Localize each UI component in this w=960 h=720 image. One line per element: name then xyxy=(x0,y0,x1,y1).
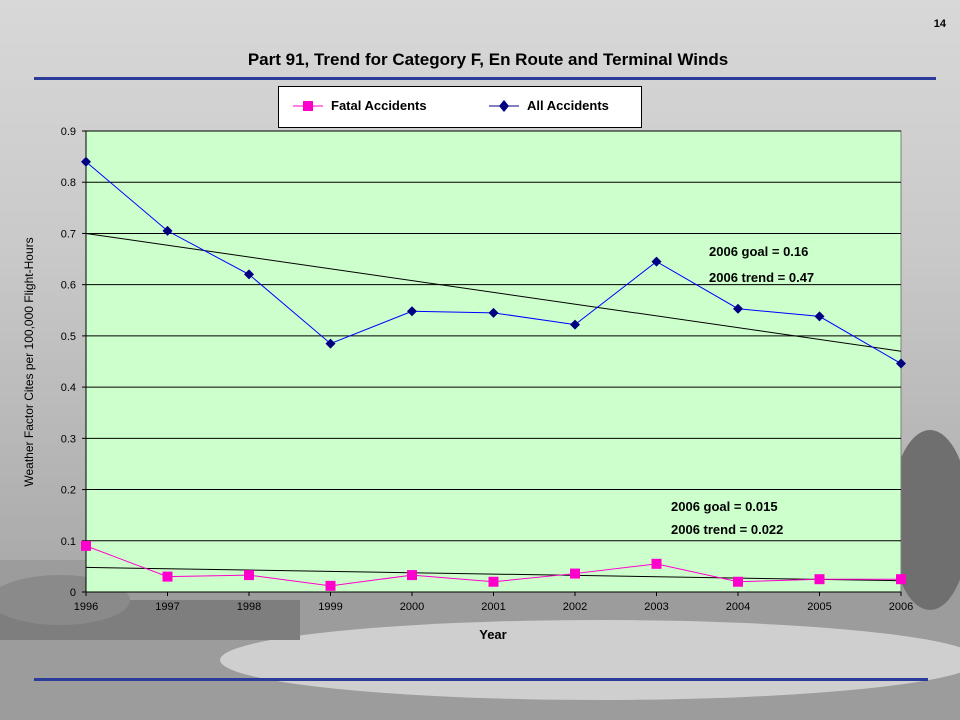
x-axis-ticks: 1996 1997 1998 1999 2000 2001 2002 2003 2004 2005… xyxy=(74,592,913,613)
x-tick-label: 2005 xyxy=(807,601,831,613)
y-tick-label: 0.8 xyxy=(61,177,76,189)
x-tick-label: 1997 xyxy=(155,601,179,613)
fatal-accidents-annotation: 2006 goal = 0.015 2006 trend = 0.022 xyxy=(671,499,783,537)
trend-line xyxy=(85,232,902,352)
grid-lines xyxy=(86,130,901,542)
x-tick-label: 1996 xyxy=(74,601,98,613)
legend: Fatal Accidents All Accidents xyxy=(278,86,642,128)
data-point xyxy=(733,303,743,314)
data-point xyxy=(488,307,499,318)
diamond-marker-icon xyxy=(489,100,519,112)
data-point xyxy=(325,338,336,349)
data-point xyxy=(814,574,825,585)
fatal-goal-label: 2006 goal = 0.015 xyxy=(671,499,778,514)
data-point xyxy=(896,574,906,585)
x-tick-label: 2004 xyxy=(726,601,750,613)
x-tick-label: 1998 xyxy=(237,601,261,613)
plot-area xyxy=(85,130,902,593)
fatal-trend-label: 2006 trend = 0.022 xyxy=(671,522,783,537)
data-point xyxy=(570,568,580,579)
page-number: 14 xyxy=(933,18,946,30)
data-point xyxy=(488,576,499,587)
x-tick-label: 2002 xyxy=(563,601,587,613)
x-tick-label: 2006 xyxy=(889,601,913,613)
y-tick-label: 0.7 xyxy=(61,228,76,240)
legend-label-fatal: Fatal Accidents xyxy=(331,97,427,113)
data-point xyxy=(81,156,91,167)
x-tick-label: 2000 xyxy=(400,601,424,613)
data-point xyxy=(814,311,825,322)
data-point xyxy=(570,319,580,330)
square-marker-icon xyxy=(293,101,323,111)
data-point xyxy=(407,570,417,581)
data-point xyxy=(162,225,173,236)
data-point xyxy=(651,558,662,569)
x-tick-label: 1999 xyxy=(318,601,342,613)
all-goal-label: 2006 goal = 0.16 xyxy=(709,244,808,259)
top-divider xyxy=(34,77,936,80)
all-trend-label: 2006 trend = 0.47 xyxy=(709,270,814,285)
y-tick-label: 0.1 xyxy=(61,536,76,548)
trend-line xyxy=(85,566,902,582)
data-point xyxy=(81,540,91,551)
data-point xyxy=(244,269,254,280)
x-tick-label: 2003 xyxy=(644,601,668,613)
y-axis-title: Weather Factor Cites per 100,000 Flight-… xyxy=(22,237,36,486)
legend-label-all: All Accidents xyxy=(527,97,609,113)
y-tick-label: 0.9 xyxy=(61,126,76,138)
legend-item-fatal-accidents: Fatal Accidents xyxy=(291,96,427,114)
trend-lines xyxy=(85,232,902,582)
data-point xyxy=(651,256,662,267)
x-tick-label: 2001 xyxy=(481,601,505,613)
data-point xyxy=(244,570,254,581)
legend-item-all-accidents: All Accidents xyxy=(487,96,609,114)
y-tick-label: 0.4 xyxy=(61,382,76,394)
data-point xyxy=(733,576,743,587)
y-axis-ticks: 0 0.1 0.2 0.3 0.4 0.5 0.6 0.7 0.8 0.9 xyxy=(61,126,901,599)
bottom-divider xyxy=(34,678,928,681)
data-series xyxy=(81,156,906,591)
y-tick-label: 0 xyxy=(70,587,76,599)
y-tick-label: 0.2 xyxy=(61,485,76,497)
y-tick-label: 0.5 xyxy=(61,331,76,343)
data-point xyxy=(325,580,336,591)
chart-title: Part 91, Trend for Category F, En Route … xyxy=(247,50,729,69)
y-tick-label: 0.6 xyxy=(61,280,76,292)
y-tick-label: 0.3 xyxy=(61,433,76,445)
data-point xyxy=(162,571,173,582)
x-axis-title: Year xyxy=(479,627,506,642)
all-accidents-annotation: 2006 goal = 0.16 2006 trend = 0.47 xyxy=(709,244,814,285)
data-point xyxy=(896,358,906,369)
data-point xyxy=(407,306,417,317)
